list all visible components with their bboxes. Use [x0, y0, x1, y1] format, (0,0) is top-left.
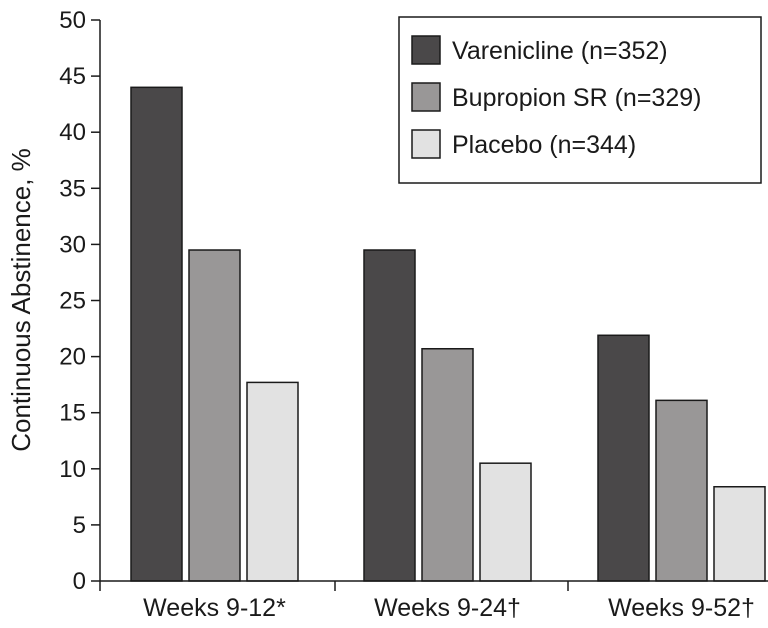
legend-swatch-bupropion — [411, 82, 441, 112]
legend-swatch-placebo — [411, 129, 441, 159]
bar-placebo-1 — [246, 381, 299, 582]
legend-label-placebo: Placebo (n=344) — [452, 131, 636, 159]
x-category-label: Weeks 9-12* — [143, 594, 286, 622]
legend-label-varenicline: Varenicline (n=352) — [452, 37, 668, 65]
y-tick-label: 25 — [59, 288, 86, 315]
legend: Varenicline (n=352) Bupropion SR (n=329)… — [398, 16, 762, 184]
legend-swatch-varenicline — [411, 35, 441, 65]
legend-label-bupropion: Bupropion SR (n=329) — [452, 84, 701, 112]
bar-varenicline-1 — [130, 86, 183, 582]
bar-varenicline-2 — [363, 249, 416, 582]
bars — [130, 86, 766, 582]
y-tick-label: 5 — [73, 512, 86, 539]
bar-placebo-3 — [713, 486, 766, 582]
y-tick-label: 10 — [59, 456, 86, 483]
y-tick-label: 20 — [59, 344, 86, 371]
x-category-label: Weeks 9-52† — [608, 594, 755, 622]
y-axis: 0 5 10 15 20 25 30 35 40 45 50 — [59, 7, 101, 595]
bar-placebo-2 — [479, 462, 532, 582]
legend-box — [398, 16, 762, 184]
y-tick-label: 50 — [59, 7, 86, 34]
y-tick-label: 30 — [59, 231, 86, 258]
bar-bupropion-3 — [655, 399, 708, 582]
bar-varenicline-3 — [597, 334, 650, 582]
y-tick-label: 15 — [59, 400, 86, 427]
y-tick-label: 45 — [59, 63, 86, 90]
bar-bupropion-1 — [188, 249, 241, 582]
x-category-label: Weeks 9-24† — [374, 594, 521, 622]
y-tick-label: 40 — [59, 119, 86, 146]
y-axis-title: Continuous Abstinence, % — [6, 148, 36, 452]
x-axis: Weeks 9-12* Weeks 9-24† Weeks 9-52† — [99, 580, 768, 622]
bar-bupropion-2 — [421, 347, 474, 582]
y-tick-label: 35 — [59, 175, 86, 202]
y-tick-label: 0 — [73, 568, 86, 595]
